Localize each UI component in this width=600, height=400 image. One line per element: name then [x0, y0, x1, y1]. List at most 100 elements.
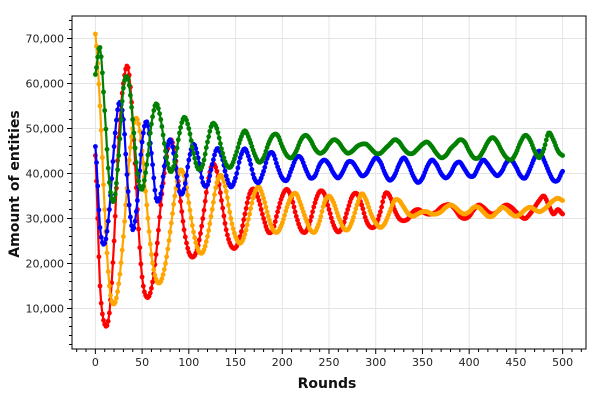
- data-point: [182, 181, 188, 186]
- data-point: [108, 293, 113, 298]
- data-point: [192, 155, 198, 161]
- data-point: [165, 161, 171, 167]
- data-point: [272, 156, 278, 162]
- data-point: [185, 245, 191, 251]
- data-point: [117, 136, 123, 142]
- y-tick-label: 50,000: [26, 123, 65, 136]
- data-point: [174, 174, 180, 180]
- data-point: [202, 243, 208, 249]
- data-point: [137, 245, 143, 251]
- data-point: [124, 172, 130, 178]
- data-point: [112, 299, 118, 305]
- y-tick-label: 30,000: [26, 213, 65, 226]
- data-point: [108, 189, 113, 195]
- axes: 0 50 100 150 200 250 300 350 400 450 500 10,000 20,0…: [26, 15, 587, 369]
- data-point: [234, 149, 240, 155]
- data-point: [103, 126, 109, 132]
- data-point: [211, 199, 216, 205]
- data-point: [180, 218, 186, 224]
- data-point: [292, 209, 298, 215]
- data-point: [129, 104, 135, 110]
- data-point: [196, 237, 202, 243]
- data-point: [161, 141, 167, 146]
- data-point: [151, 108, 157, 113]
- x-tick-label: 450: [505, 356, 526, 369]
- data-point: [143, 188, 149, 194]
- data-point: [102, 108, 108, 113]
- data-point: [154, 240, 160, 246]
- data-point: [164, 155, 170, 160]
- data-point: [132, 218, 138, 224]
- data-point: [96, 254, 102, 260]
- y-axis-title: Amount of entities: [7, 110, 23, 257]
- data-point: [145, 152, 151, 158]
- data-point: [239, 229, 244, 235]
- data-point: [114, 295, 119, 301]
- x-tick-label: 200: [272, 356, 293, 369]
- data-point: [248, 140, 254, 146]
- data-point: [274, 214, 279, 219]
- data-point: [136, 178, 142, 184]
- data-point: [121, 85, 126, 91]
- data-point: [205, 139, 210, 145]
- data-point: [151, 267, 157, 273]
- data-point: [138, 152, 144, 158]
- x-tick-label: 150: [225, 356, 246, 369]
- data-point: [139, 139, 145, 145]
- data-point: [258, 207, 264, 212]
- data-point: [276, 205, 282, 210]
- data-point: [175, 137, 181, 143]
- data-point: [353, 206, 359, 212]
- data-point: [256, 198, 262, 203]
- data-point: [150, 162, 156, 168]
- data-point: [181, 186, 187, 192]
- data-point: [166, 238, 172, 243]
- x-tick-label: 250: [319, 356, 340, 369]
- x-axis-title: Rounds: [298, 376, 357, 392]
- data-point: [174, 145, 180, 151]
- data-point: [262, 200, 268, 205]
- data-point: [135, 117, 140, 122]
- data-point: [213, 164, 219, 170]
- y-tick-label: 20,000: [26, 258, 65, 271]
- data-point: [98, 300, 104, 306]
- data-point: [105, 318, 111, 324]
- data-point: [187, 207, 193, 213]
- data-point: [206, 134, 212, 140]
- data-point: [152, 187, 158, 193]
- data-point: [361, 210, 367, 216]
- data-point: [203, 190, 209, 195]
- data-point: [541, 146, 547, 152]
- data-point: [198, 231, 203, 236]
- data-point: [202, 198, 208, 204]
- data-point: [144, 202, 150, 208]
- data-point: [158, 191, 164, 197]
- data-point: [312, 200, 318, 206]
- x-tick-label: 50: [135, 356, 149, 369]
- x-tick-label: 350: [412, 356, 433, 369]
- data-point: [160, 132, 166, 138]
- data-point: [159, 276, 165, 282]
- data-point: [223, 189, 229, 194]
- data-point: [293, 213, 299, 219]
- data-point: [191, 150, 196, 156]
- data-point: [260, 192, 265, 197]
- data-point: [209, 162, 215, 167]
- data-point: [150, 260, 156, 266]
- data-point: [157, 195, 163, 201]
- data-point: [325, 202, 331, 208]
- data-point: [317, 218, 323, 224]
- data-point: [104, 250, 110, 256]
- data-point: [153, 252, 159, 257]
- data-point: [378, 209, 383, 215]
- data-point: [179, 209, 185, 215]
- data-point: [156, 227, 161, 233]
- data-point: [219, 198, 224, 203]
- data-point: [147, 241, 153, 247]
- data-point: [170, 144, 175, 150]
- data-point: [116, 281, 122, 287]
- data-point: [163, 148, 168, 154]
- data-point: [122, 131, 127, 137]
- data-point: [199, 175, 205, 181]
- data-point: [376, 213, 382, 219]
